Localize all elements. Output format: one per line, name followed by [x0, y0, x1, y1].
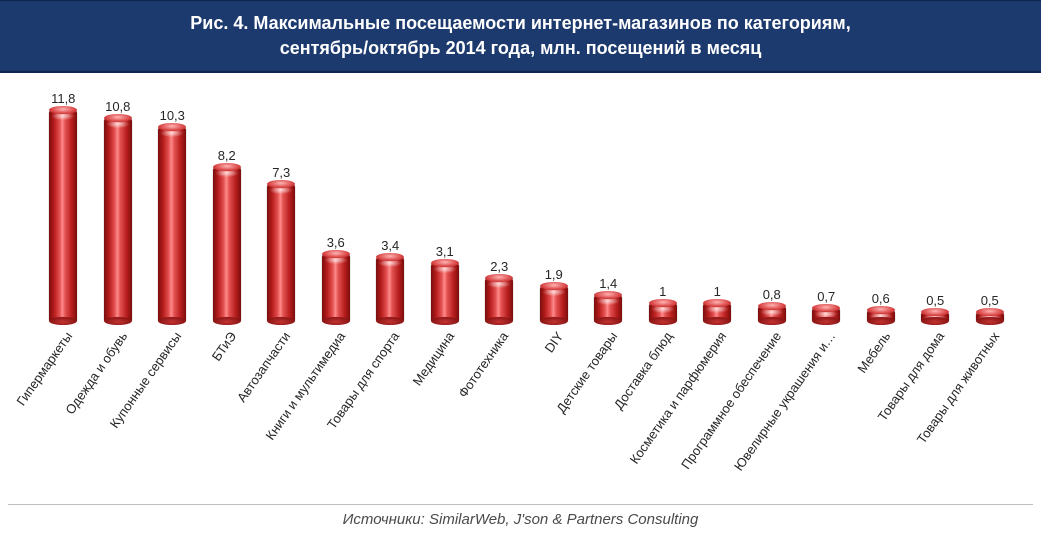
bar-value-label: 2,3: [490, 259, 508, 274]
x-label-slot: Товары для спорта: [363, 329, 418, 491]
bar-value-label: 3,1: [436, 244, 454, 259]
x-label-slot: Медицина: [418, 329, 473, 491]
bar-slot: 11,8: [36, 91, 91, 321]
bar-value-label: 0,8: [763, 287, 781, 302]
x-axis-label: БТиЭ: [208, 329, 239, 364]
bar-slot: 0,7: [799, 91, 854, 321]
bar: [49, 110, 77, 321]
bar-value-label: 0,5: [926, 293, 944, 308]
bar-value-label: 1: [659, 284, 666, 299]
bar-slot: 3,1: [418, 91, 473, 321]
bar-slot: 3,6: [309, 91, 364, 321]
bar: [158, 127, 186, 321]
x-label-slot: Товары для животных: [963, 329, 1018, 491]
bar-slot: 8,2: [200, 91, 255, 321]
bar: [267, 184, 295, 322]
bar-slot: 1,9: [527, 91, 582, 321]
bar: [322, 254, 350, 322]
bar-slot: 10,8: [91, 91, 146, 321]
bar: [376, 257, 404, 321]
bar: [867, 310, 895, 321]
bar-slot: 0,5: [963, 91, 1018, 321]
bar: [540, 286, 568, 322]
bar: [921, 312, 949, 321]
chart-title-line-2: сентябрь/октябрь 2014 года, млн. посещен…: [20, 36, 1021, 61]
bar: [213, 167, 241, 322]
bar-slot: 1,4: [581, 91, 636, 321]
bar: [431, 263, 459, 321]
bar-value-label: 10,3: [160, 108, 185, 123]
chart-area: 11,810,810,38,27,33,63,43,12,31,91,4110,…: [0, 73, 1041, 495]
x-axis-label: Мебель: [854, 329, 893, 376]
bar-slot: 0,5: [908, 91, 963, 321]
bar-value-label: 0,7: [817, 289, 835, 304]
bar: [703, 303, 731, 322]
x-axis-label: Гипермаркеты: [14, 329, 76, 408]
x-label-slot: Купонные сервисы: [145, 329, 200, 491]
x-label-slot: БТиЭ: [200, 329, 255, 491]
bar-value-label: 1: [714, 284, 721, 299]
bar: [812, 308, 840, 321]
bar-slot: 10,3: [145, 91, 200, 321]
source-text: Источники: SimilarWeb, J'son & Partners …: [343, 511, 699, 528]
bar-value-label: 1,9: [545, 267, 563, 282]
bar-value-label: 8,2: [218, 148, 236, 163]
bar: [649, 303, 677, 322]
x-label-slot: Фототехника: [472, 329, 527, 491]
bar-container: 11,810,810,38,27,33,63,43,12,31,91,4110,…: [32, 91, 1021, 321]
x-label-slot: DIY: [527, 329, 582, 491]
bar-slot: 2,3: [472, 91, 527, 321]
x-axis-label: DIY: [541, 329, 566, 355]
bar-slot: 7,3: [254, 91, 309, 321]
source-footer: Источники: SimilarWeb, J'son & Partners …: [8, 504, 1033, 528]
bar-value-label: 11,8: [51, 91, 75, 106]
x-label-slot: Ювелирные украшения и…: [799, 329, 854, 491]
bar: [758, 306, 786, 321]
bar-value-label: 7,3: [272, 165, 290, 180]
bar: [976, 312, 1004, 321]
x-axis-labels: ГипермаркетыОдежда и обувьКупонные серви…: [32, 321, 1021, 491]
chart-title-bar: Рис. 4. Максимальные посещаемости интерн…: [0, 0, 1041, 73]
bar-value-label: 0,5: [981, 293, 999, 308]
bar-value-label: 1,4: [599, 276, 617, 291]
x-label-slot: Детские товары: [581, 329, 636, 491]
bar-slot: 0,6: [854, 91, 909, 321]
bar-slot: 3,4: [363, 91, 418, 321]
x-label-slot: Гипермаркеты: [36, 329, 91, 491]
bar-value-label: 3,4: [381, 238, 399, 253]
bar-plot: 11,810,810,38,27,33,63,43,12,31,91,4110,…: [32, 91, 1021, 321]
bar-slot: 1: [690, 91, 745, 321]
bar: [104, 118, 132, 322]
chart-title-line-1: Рис. 4. Максимальные посещаемости интерн…: [20, 11, 1021, 36]
bar: [485, 278, 513, 321]
bar-value-label: 3,6: [327, 235, 345, 250]
bar-slot: 0,8: [745, 91, 800, 321]
bar-slot: 1: [636, 91, 691, 321]
bar: [594, 295, 622, 321]
bar-value-label: 10,8: [105, 99, 130, 114]
bar-value-label: 0,6: [872, 291, 890, 306]
